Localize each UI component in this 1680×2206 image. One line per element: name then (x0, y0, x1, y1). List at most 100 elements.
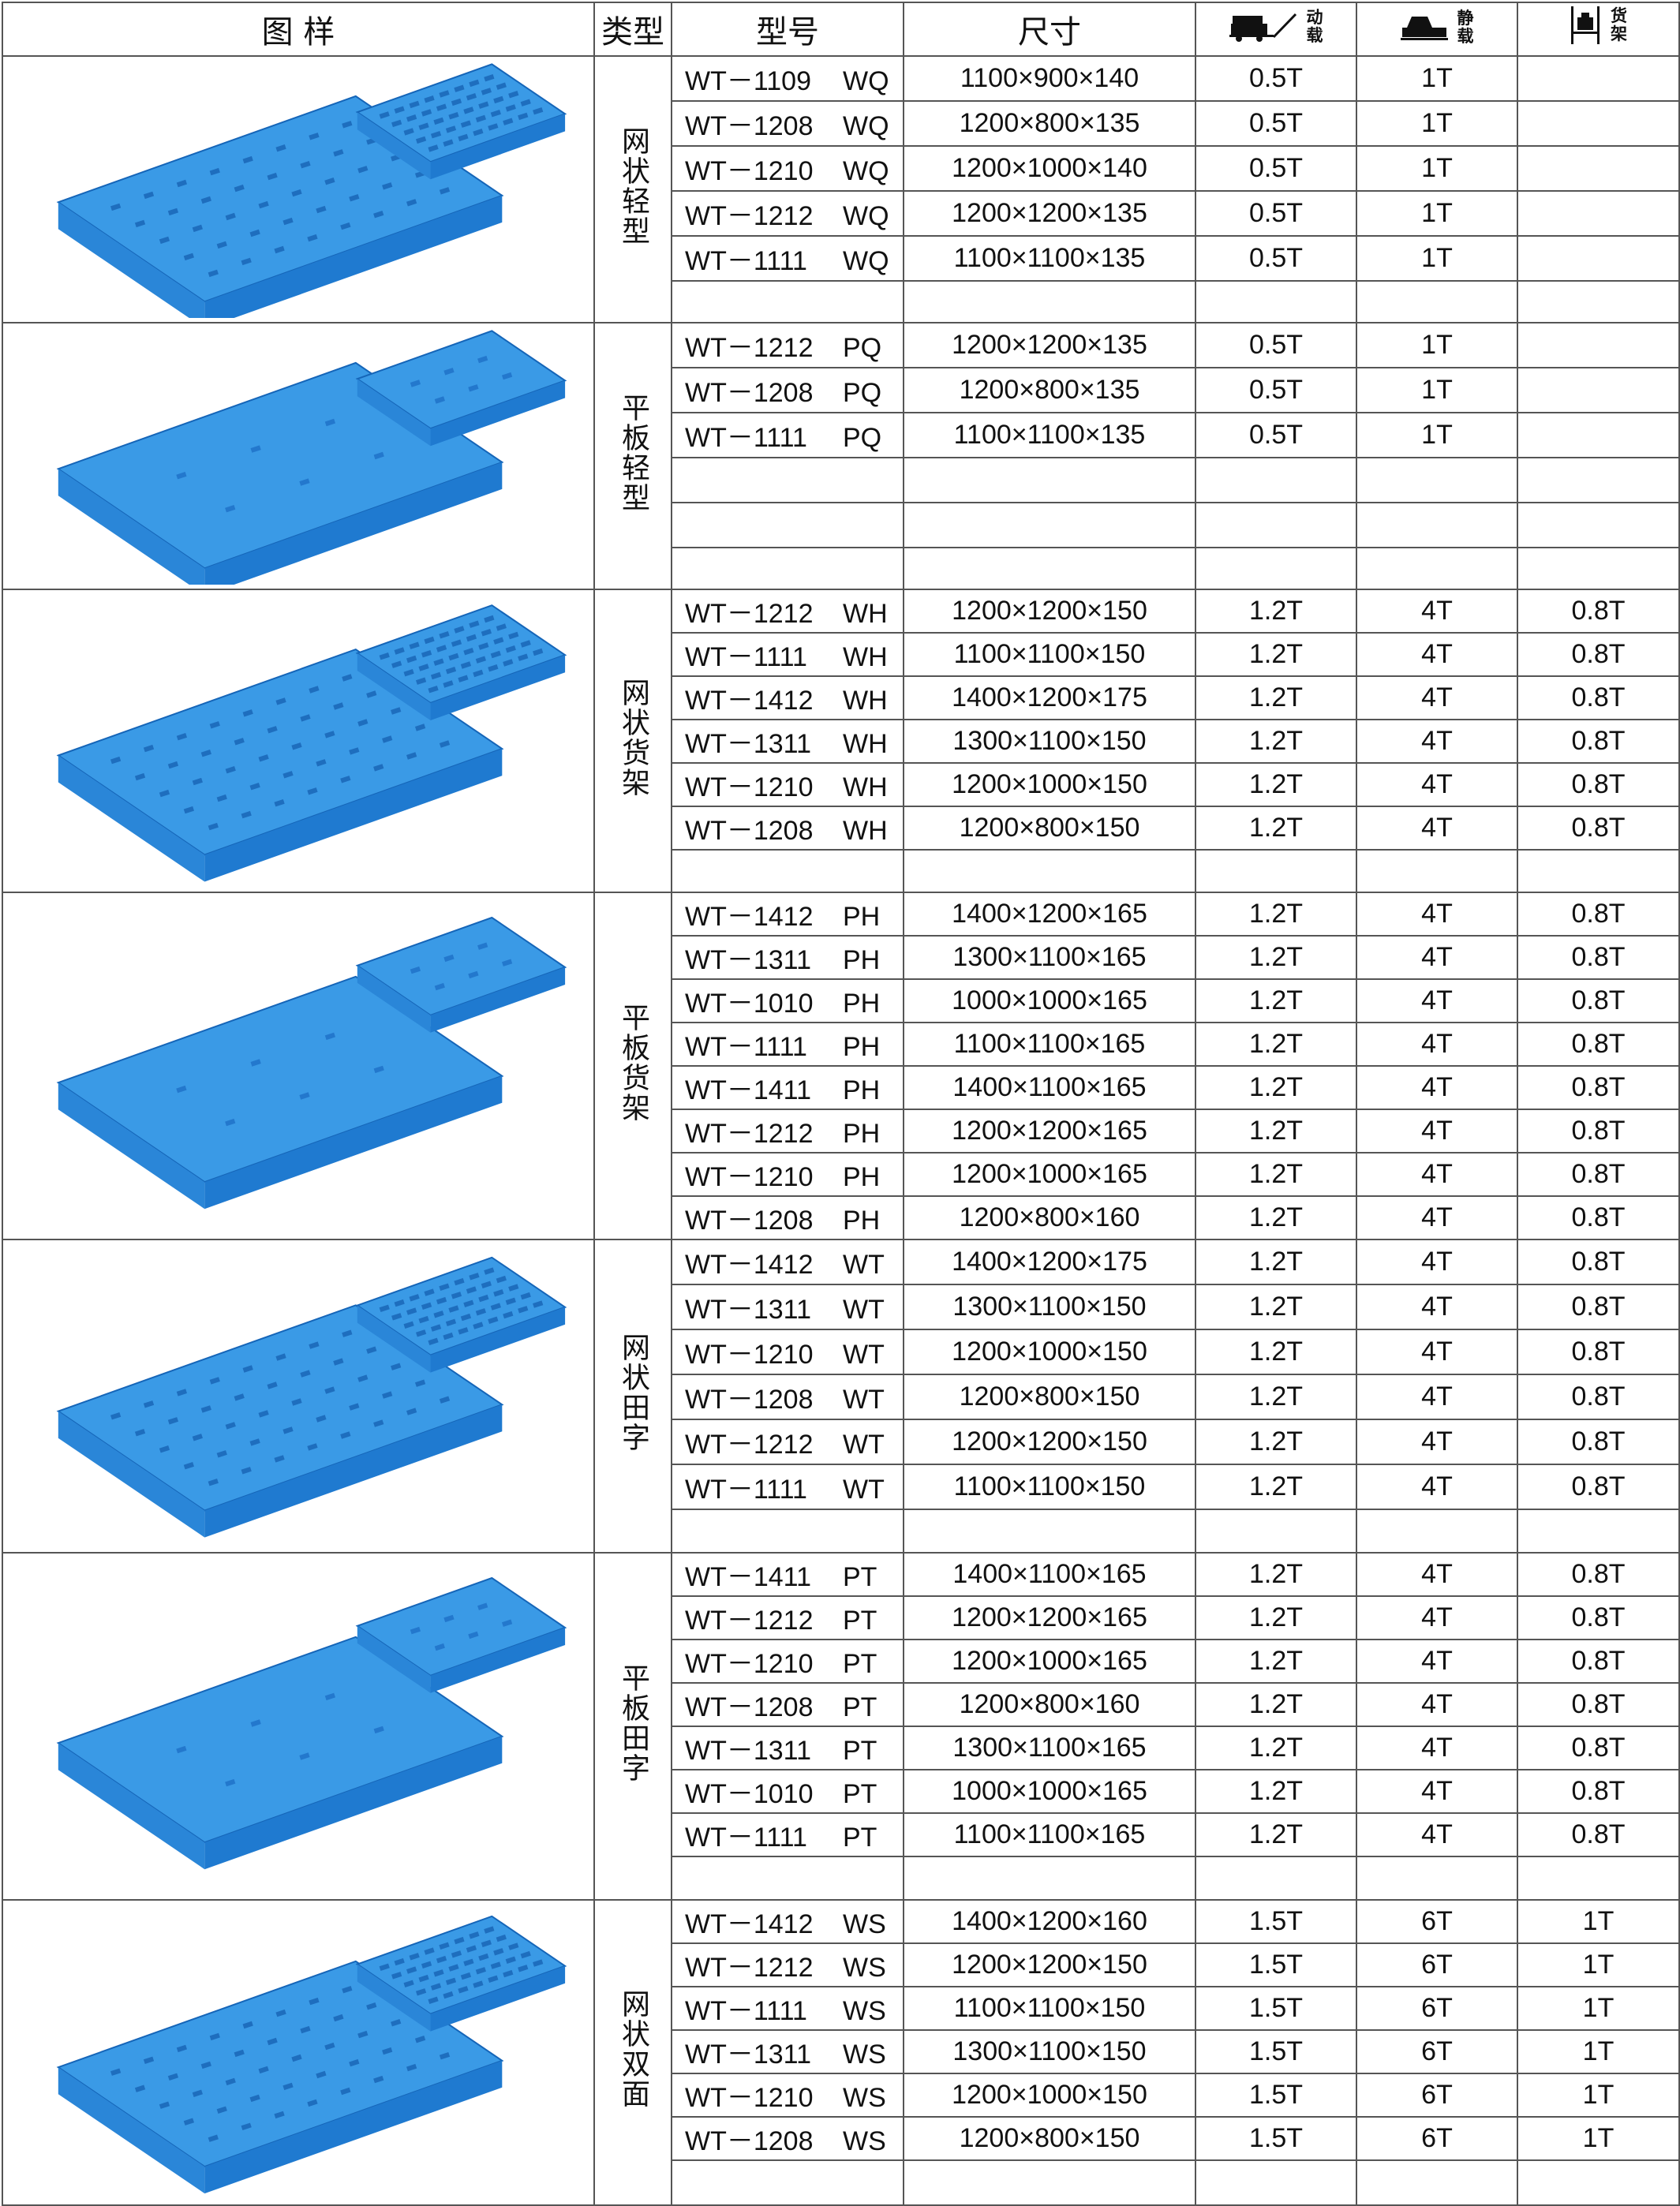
model-cell: WT－1208 WS (671, 2116, 904, 2161)
rack-load-cell (1517, 235, 1680, 282)
pallet-illustration (56, 604, 567, 882)
size-cell: 1100×900×140 (903, 55, 1196, 102)
dynamic-load-cell (1195, 1856, 1357, 1901)
model-number: WT－1210 (685, 772, 814, 802)
rack-load-cell: 0.8T (1517, 935, 1680, 980)
pallet-type-label: 网状双面 (617, 1989, 649, 2109)
pallet-illustration (56, 330, 567, 585)
static-load-cell: 4T (1356, 1812, 1518, 1857)
model-cell: WT－1212 WS (671, 1942, 904, 1987)
pallet-type-label: 平板货架 (617, 1002, 649, 1123)
dynamic-load-cell: 0.5T (1195, 190, 1357, 237)
dynamic-load-cell: 1.2T (1195, 1195, 1357, 1240)
table-row: WT－1208 PQ 1200×800×135 0.5T 1T (2, 367, 1680, 413)
rack-load-cell (1517, 2159, 1680, 2206)
header-dynamic-label-2: 载 (1306, 25, 1323, 45)
model-suffix: PH (843, 1206, 881, 1236)
model-number: WT－1208 (685, 378, 814, 408)
header-type: 类型 (593, 2, 672, 57)
size-cell: 1100×1100×135 (903, 412, 1196, 458)
size-cell: 1300×1100×165 (903, 1726, 1196, 1770)
size-cell: 1400×1200×165 (903, 892, 1196, 937)
pallet-type-label: 平板轻型 (617, 392, 649, 513)
dynamic-load-cell: 1.2T (1195, 1595, 1357, 1640)
dynamic-load-cell: 1.5T (1195, 2116, 1357, 2161)
model-cell: WT－1311 WS (671, 2029, 904, 2074)
static-load-cell: 4T (1356, 1374, 1518, 1420)
dynamic-load-cell: 1.2T (1195, 1152, 1357, 1197)
model-cell: WT－1208 WT (671, 1374, 904, 1420)
model-cell: WT－1212 WT (671, 1419, 904, 1465)
static-load-cell: 4T (1356, 1329, 1518, 1375)
pallet-type-cell: 网状货架 (593, 589, 672, 893)
model-suffix: PT (843, 1649, 877, 1679)
dynamic-load-cell: 0.5T (1195, 145, 1357, 192)
dynamic-load-cell (1195, 280, 1357, 323)
model-cell: WT－1109 WQ (671, 55, 904, 102)
size-cell: 1100×1100×165 (903, 1812, 1196, 1857)
table-row: 网状双面 WT－1412 WS 1400×1200×160 1.5T 6T 1T (2, 1899, 1680, 2206)
model-cell: WT－1311 PH (671, 935, 904, 980)
model-cell: WT－1010 PT (671, 1769, 904, 1814)
model-suffix: PQ (843, 378, 882, 408)
dynamic-load-cell: 1.2T (1195, 1284, 1357, 1330)
pallet-illustration (56, 1915, 567, 2194)
static-load-cell: 4T (1356, 1065, 1518, 1110)
model-number: WT－1412 (685, 1909, 814, 1939)
pallet-type-cell: 平板田字 (593, 1552, 672, 1901)
static-load-cell: 1T (1356, 235, 1518, 282)
rack-load-cell: 0.8T (1517, 892, 1680, 937)
header-row: 图 样 类型 型号 尺寸 动载 (2, 2, 1680, 57)
table-row: WT－1311 WH 1300×1100×150 1.2T 4T 0.8T (2, 719, 1680, 764)
size-cell (903, 1856, 1196, 1901)
model-suffix: WQ (843, 111, 889, 141)
size-cell (903, 849, 1196, 893)
table-row: WT－1412 WH 1400×1200×175 1.2T 4T 0.8T (2, 675, 1680, 720)
model-number: WT－1210 (685, 156, 814, 186)
model-number: WT－1311 (685, 1736, 811, 1766)
model-number: WT－1311 (685, 1295, 811, 1325)
static-load-cell: 4T (1356, 1022, 1518, 1067)
size-cell: 1100×1100×165 (903, 1022, 1196, 1067)
dynamic-load-cell: 1.2T (1195, 1639, 1357, 1684)
dynamic-load-cell: 1.2T (1195, 589, 1357, 634)
model-cell: WT－1412 PH (671, 892, 904, 937)
model-number: WT－1212 (685, 333, 814, 363)
static-load-cell: 4T (1356, 1239, 1518, 1285)
table-row: WT－1111 PH 1100×1100×165 1.2T 4T 0.8T (2, 1022, 1680, 1067)
flat-nine-leg-pallet-image (2, 1552, 595, 1901)
static-load-cell: 4T (1356, 719, 1518, 764)
dynamic-load-cell: 0.5T (1195, 367, 1357, 413)
static-load-cell: 6T (1356, 1899, 1518, 1944)
dynamic-load-cell: 1.2T (1195, 762, 1357, 807)
rack-load-cell (1517, 280, 1680, 323)
table-row: 平板田字 WT－1411 PT 1400×1100×165 1.2T 4T 0.8T (2, 1552, 1680, 1901)
header-dynamic-load: 动载 (1195, 2, 1357, 57)
rack-load-cell (1517, 145, 1680, 192)
size-cell: 1400×1200×175 (903, 675, 1196, 720)
model-number: WT－1411 (685, 1075, 811, 1105)
pallet-large-view (56, 1636, 504, 1870)
dynamic-load-cell: 0.5T (1195, 55, 1357, 102)
table-row: WT－1208 WH 1200×800×150 1.2T 4T 0.8T (2, 806, 1680, 851)
model-number: WT－1111 (685, 1032, 807, 1062)
rack-load-cell: 0.8T (1517, 978, 1680, 1023)
model-cell: WT－1210 WS (671, 2073, 904, 2118)
rack-load-cell (1517, 1509, 1680, 1554)
size-cell: 1100×1100×135 (903, 235, 1196, 282)
static-load-cell (1356, 1509, 1518, 1554)
flat-light-pallet-image (2, 322, 595, 590)
table-row: 网状田字 WT－1412 WT 1400×1200×175 1.2T 4T 0.8T (2, 1239, 1680, 1554)
pallet-small-view (355, 1256, 567, 1373)
rack-load-cell: 0.8T (1517, 1639, 1680, 1684)
static-load-cell: 4T (1356, 1109, 1518, 1153)
size-cell: 1100×1100×150 (903, 1464, 1196, 1510)
model-cell (671, 280, 904, 323)
model-cell: WT－1311 WH (671, 719, 904, 764)
pallet-large-view (56, 975, 504, 1210)
dynamic-load-cell: 1.2T (1195, 1109, 1357, 1153)
rack-load-cell: 0.8T (1517, 719, 1680, 764)
table-row: WT－1208 PT 1200×800×160 1.2T 4T 0.8T (2, 1682, 1680, 1727)
static-load-cell: 4T (1356, 1726, 1518, 1770)
rack-load-cell: 1T (1517, 2029, 1680, 2074)
